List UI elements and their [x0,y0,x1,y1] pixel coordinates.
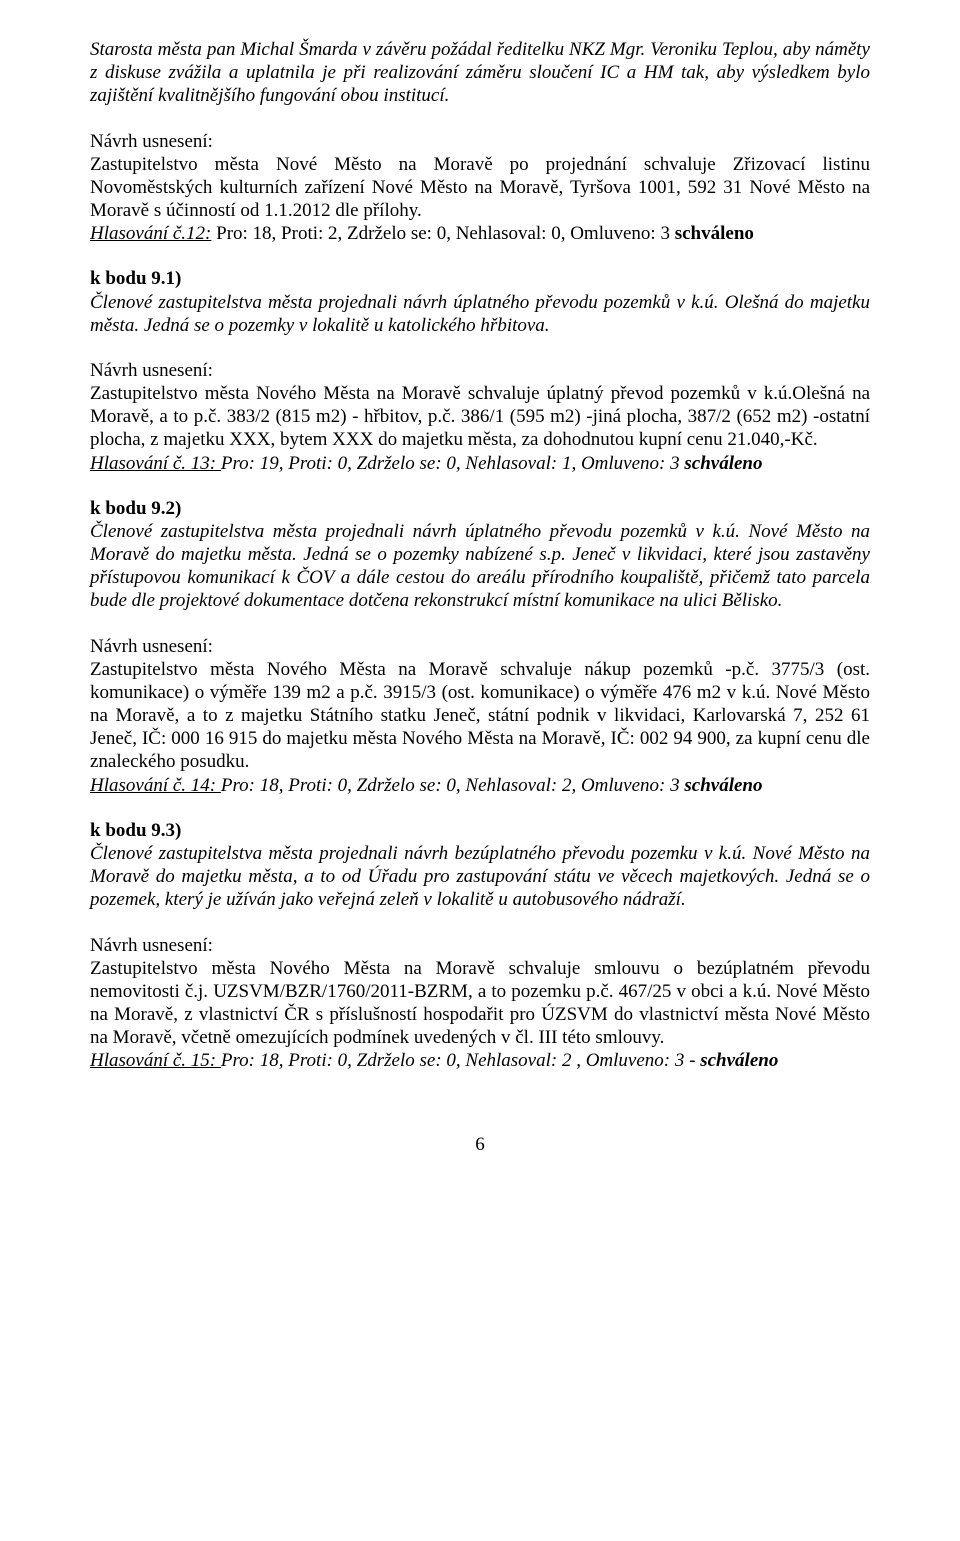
resolution-text: Zastupitelstvo města Nového Města na Mor… [90,658,870,774]
resolution-block: Návrh usnesení: Zastupitelstvo města Nov… [90,130,870,246]
vote-counts: Pro: 18, Proti: 0, Zdrželo se: 0, Nehlas… [221,1050,700,1071]
vote-counts: Pro: 18, Proti: 2, Zdrželo se: 0, Nehlas… [211,223,674,244]
vote-result: schváleno [675,223,754,244]
item-intro: Členové zastupitelstva města projednali … [90,291,870,337]
resolution-text: Zastupitelstvo města Nového Města na Mor… [90,957,870,1050]
item-block-9-2: k bodu 9.2) Členové zastupitelstva města… [90,497,870,613]
item-block-9-1: k bodu 9.1) Členové zastupitelstva města… [90,267,870,337]
proposal-label: Návrh usnesení: [90,359,870,382]
vote-result: schváleno [684,453,762,474]
proposal-label: Návrh usnesení: [90,635,870,658]
item-intro: Členové zastupitelstva města projednali … [90,842,870,912]
resolution-block: Návrh usnesení: Zastupitelstvo města Nov… [90,635,870,797]
vote-line: Hlasování č.12: Pro: 18, Proti: 2, Zdrže… [90,222,870,245]
document-page: Starosta města pan Michal Šmarda v závěr… [0,0,960,1541]
vote-line: Hlasování č. 15: Pro: 18, Proti: 0, Zdrž… [90,1049,870,1072]
vote-prefix: Hlasování č.12: [90,223,211,244]
vote-prefix: Hlasování č. 13: [90,453,221,474]
item-heading: k bodu 9.2) [90,497,870,520]
vote-result: schváleno [684,775,762,796]
vote-counts: Pro: 19, Proti: 0, Zdrželo se: 0, Nehlas… [221,453,685,474]
resolution-text: Zastupitelstvo města Nové Město na Morav… [90,153,870,223]
resolution-text: Zastupitelstvo města Nového Města na Mor… [90,382,870,452]
vote-prefix: Hlasování č. 14: [90,775,221,796]
intro-paragraph: Starosta města pan Michal Šmarda v závěr… [90,38,870,108]
page-number: 6 [90,1133,870,1156]
vote-result: schváleno [700,1050,778,1071]
vote-line: Hlasování č. 13: Pro: 19, Proti: 0, Zdrž… [90,452,870,475]
item-heading: k bodu 9.3) [90,819,870,842]
vote-prefix: Hlasování č. 15: [90,1050,221,1071]
proposal-label: Návrh usnesení: [90,130,870,153]
item-block-9-3: k bodu 9.3) Členové zastupitelstva města… [90,819,870,912]
vote-line: Hlasování č. 14: Pro: 18, Proti: 0, Zdrž… [90,774,870,797]
vote-counts: Pro: 18, Proti: 0, Zdrželo se: 0, Nehlas… [221,775,685,796]
proposal-label: Návrh usnesení: [90,934,870,957]
item-heading: k bodu 9.1) [90,267,870,290]
item-intro: Členové zastupitelstva města projednali … [90,520,870,613]
resolution-block: Návrh usnesení: Zastupitelstvo města Nov… [90,934,870,1073]
resolution-block: Návrh usnesení: Zastupitelstvo města Nov… [90,359,870,475]
